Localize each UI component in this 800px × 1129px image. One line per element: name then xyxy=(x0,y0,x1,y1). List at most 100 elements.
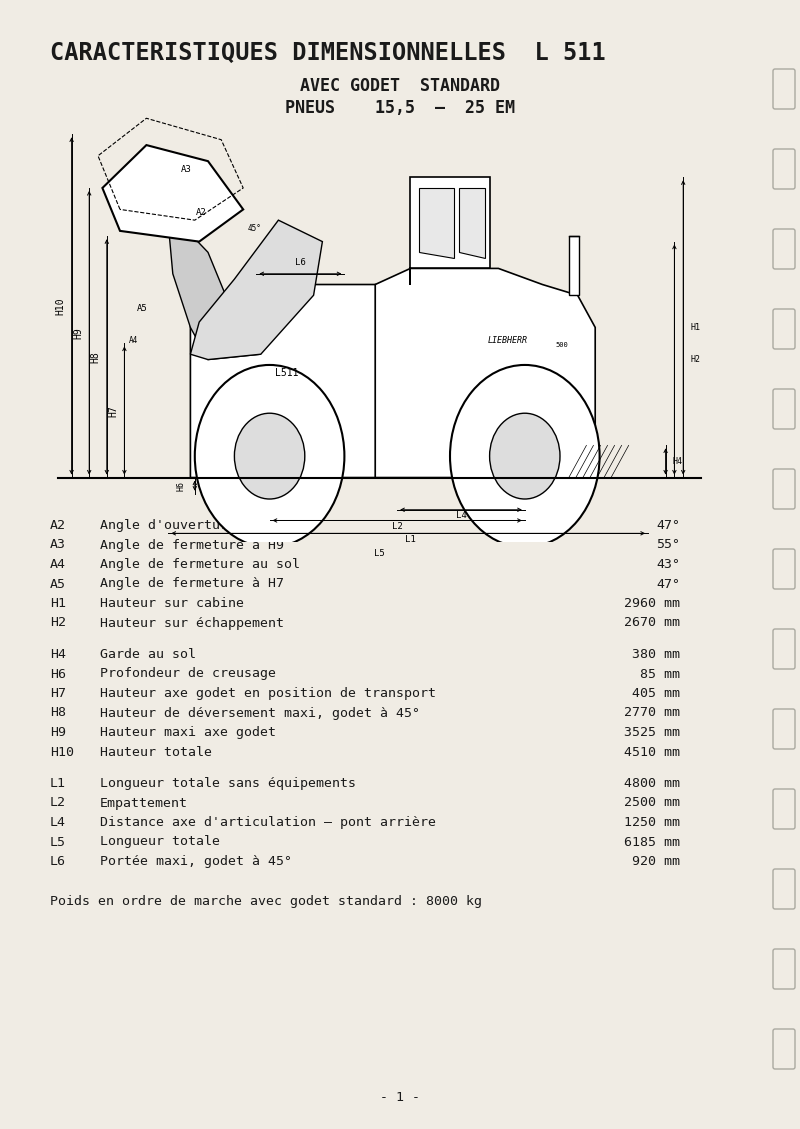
Text: Portée maxi, godet à 45°: Portée maxi, godet à 45° xyxy=(100,855,292,868)
Text: H1: H1 xyxy=(50,597,66,610)
Text: 43°: 43° xyxy=(656,558,680,571)
Text: 6185 mm: 6185 mm xyxy=(624,835,680,849)
FancyBboxPatch shape xyxy=(773,69,795,110)
Text: 2500 mm: 2500 mm xyxy=(624,796,680,809)
Text: 405 mm: 405 mm xyxy=(632,688,680,700)
Text: A3: A3 xyxy=(181,165,191,174)
Text: AVEC GODET  STANDARD: AVEC GODET STANDARD xyxy=(300,77,500,95)
Text: A5: A5 xyxy=(137,305,147,314)
Text: Hauteur axe godet en position de transport: Hauteur axe godet en position de transpo… xyxy=(100,688,436,700)
Text: H2: H2 xyxy=(50,616,66,630)
Text: Angle de fermeture à H9: Angle de fermeture à H9 xyxy=(100,539,284,551)
Text: 55°: 55° xyxy=(656,539,680,551)
Text: H7: H7 xyxy=(108,405,118,417)
Text: A2: A2 xyxy=(195,208,206,217)
Text: A2: A2 xyxy=(50,519,66,532)
Text: H4: H4 xyxy=(50,648,66,660)
Text: Hauteur maxi axe godet: Hauteur maxi axe godet xyxy=(100,726,276,739)
Text: Angle de fermeture à H7: Angle de fermeture à H7 xyxy=(100,578,284,590)
Text: H8: H8 xyxy=(90,351,101,364)
FancyBboxPatch shape xyxy=(773,789,795,829)
Text: LIEBHERR: LIEBHERR xyxy=(487,336,527,345)
Text: 45°: 45° xyxy=(248,224,262,233)
Text: - 1 -: - 1 - xyxy=(380,1091,420,1104)
Text: H6: H6 xyxy=(50,667,66,681)
Text: L1: L1 xyxy=(405,535,416,544)
Text: 4510 mm: 4510 mm xyxy=(624,745,680,759)
Text: Longueur totale: Longueur totale xyxy=(100,835,220,849)
FancyBboxPatch shape xyxy=(773,309,795,349)
Text: 500: 500 xyxy=(555,342,568,348)
Text: 4800 mm: 4800 mm xyxy=(624,777,680,790)
Text: 2960 mm: 2960 mm xyxy=(624,597,680,610)
Text: H10: H10 xyxy=(55,297,66,315)
Text: L5: L5 xyxy=(374,549,385,558)
FancyBboxPatch shape xyxy=(773,949,795,989)
Text: A5: A5 xyxy=(50,578,66,590)
Text: H9: H9 xyxy=(50,726,66,739)
Text: A4: A4 xyxy=(129,336,138,345)
FancyBboxPatch shape xyxy=(773,629,795,669)
Text: A3: A3 xyxy=(50,539,66,551)
Text: PNEUS    15,5  —  25 EM: PNEUS 15,5 — 25 EM xyxy=(285,99,515,117)
Text: Hauteur sur cabine: Hauteur sur cabine xyxy=(100,597,244,610)
Text: 47°: 47° xyxy=(656,519,680,532)
Text: 47°: 47° xyxy=(656,578,680,590)
FancyBboxPatch shape xyxy=(773,390,795,429)
Text: L4: L4 xyxy=(50,816,66,829)
Text: L4: L4 xyxy=(456,511,467,520)
Text: Poids en ordre de marche avec godet standard : 8000 kg: Poids en ordre de marche avec godet stan… xyxy=(50,894,482,908)
FancyBboxPatch shape xyxy=(773,229,795,269)
Polygon shape xyxy=(459,187,485,257)
Polygon shape xyxy=(419,187,454,257)
Text: A4: A4 xyxy=(50,558,66,571)
Text: Empattement: Empattement xyxy=(100,796,188,809)
Circle shape xyxy=(234,413,305,499)
Text: Longueur totale sans équipements: Longueur totale sans équipements xyxy=(100,777,356,790)
FancyBboxPatch shape xyxy=(773,549,795,589)
Text: Hauteur totale: Hauteur totale xyxy=(100,745,212,759)
Text: L2: L2 xyxy=(392,522,402,531)
Text: L2: L2 xyxy=(50,796,66,809)
Circle shape xyxy=(195,365,345,548)
Text: L5: L5 xyxy=(50,835,66,849)
Text: Hauteur sur échappement: Hauteur sur échappement xyxy=(100,616,284,630)
Text: 380 mm: 380 mm xyxy=(632,648,680,660)
Text: Profondeur de creusage: Profondeur de creusage xyxy=(100,667,276,681)
Text: Angle de fermeture au sol: Angle de fermeture au sol xyxy=(100,558,300,571)
Text: 2670 mm: 2670 mm xyxy=(624,616,680,630)
Text: H7: H7 xyxy=(50,688,66,700)
Text: 2770 mm: 2770 mm xyxy=(624,707,680,719)
Polygon shape xyxy=(169,220,261,359)
Text: H1: H1 xyxy=(690,323,700,332)
Text: CARACTERISTIQUES DIMENSIONNELLES  L 511: CARACTERISTIQUES DIMENSIONNELLES L 511 xyxy=(50,41,606,65)
Bar xyxy=(569,236,579,296)
Text: Distance axe d'articulation – pont arrière: Distance axe d'articulation – pont arriè… xyxy=(100,816,436,829)
Text: L6: L6 xyxy=(50,855,66,868)
Polygon shape xyxy=(102,145,243,242)
Text: H2: H2 xyxy=(690,356,700,364)
FancyBboxPatch shape xyxy=(773,1029,795,1069)
Polygon shape xyxy=(190,220,322,359)
FancyBboxPatch shape xyxy=(773,469,795,509)
Text: Garde au sol: Garde au sol xyxy=(100,648,196,660)
Text: 1250 mm: 1250 mm xyxy=(624,816,680,829)
Text: H4: H4 xyxy=(673,457,682,466)
Text: L6: L6 xyxy=(295,259,306,268)
Polygon shape xyxy=(190,285,375,478)
Text: H6: H6 xyxy=(177,481,186,491)
Circle shape xyxy=(490,413,560,499)
Polygon shape xyxy=(375,269,595,478)
Text: L1: L1 xyxy=(50,777,66,790)
Text: Angle d'ouverture: Angle d'ouverture xyxy=(100,519,236,532)
Text: 920 mm: 920 mm xyxy=(624,855,680,868)
Circle shape xyxy=(450,365,600,548)
FancyBboxPatch shape xyxy=(773,149,795,189)
FancyBboxPatch shape xyxy=(773,709,795,749)
Text: H9: H9 xyxy=(73,327,83,339)
Polygon shape xyxy=(410,177,490,285)
FancyBboxPatch shape xyxy=(773,869,795,909)
Text: L511: L511 xyxy=(275,368,299,378)
Text: 85 mm: 85 mm xyxy=(632,667,680,681)
Text: Hauteur de déversement maxi, godet à 45°: Hauteur de déversement maxi, godet à 45° xyxy=(100,707,420,719)
